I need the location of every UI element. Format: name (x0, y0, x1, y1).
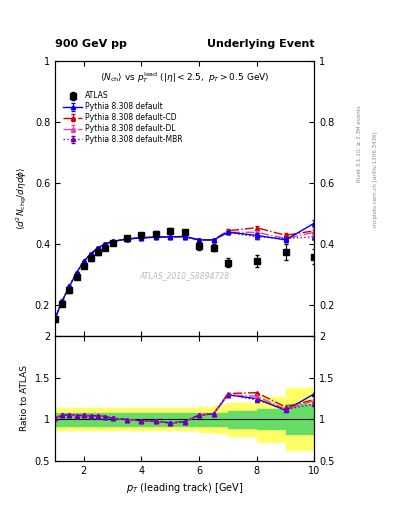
Text: ATLAS_2010_S8894728: ATLAS_2010_S8894728 (140, 271, 230, 280)
Y-axis label: Ratio to ATLAS: Ratio to ATLAS (20, 366, 29, 432)
Text: 900 GeV pp: 900 GeV pp (55, 39, 127, 49)
Legend: ATLAS, Pythia 8.308 default, Pythia 8.308 default-CD, Pythia 8.308 default-DL, P: ATLAS, Pythia 8.308 default, Pythia 8.30… (61, 90, 184, 146)
Text: $\langle N_\mathrm{ch}\rangle$ vs $p_T^\mathrm{lead}$ ($|\eta| < 2.5,\ p_T > 0.5: $\langle N_\mathrm{ch}\rangle$ vs $p_T^\… (100, 70, 270, 84)
Text: mcplots.cern.ch [arXiv:1306.3436]: mcplots.cern.ch [arXiv:1306.3436] (373, 132, 378, 227)
Y-axis label: $\langle d^2 N_\mathrm{chg}/d\eta d\phi\rangle$: $\langle d^2 N_\mathrm{chg}/d\eta d\phi\… (15, 167, 29, 230)
Text: Underlying Event: Underlying Event (207, 39, 314, 49)
X-axis label: $p_T$ (leading track) [GeV]: $p_T$ (leading track) [GeV] (126, 481, 243, 495)
Text: Rivet 3.1.10, ≥ 3.3M events: Rivet 3.1.10, ≥ 3.3M events (357, 105, 362, 182)
